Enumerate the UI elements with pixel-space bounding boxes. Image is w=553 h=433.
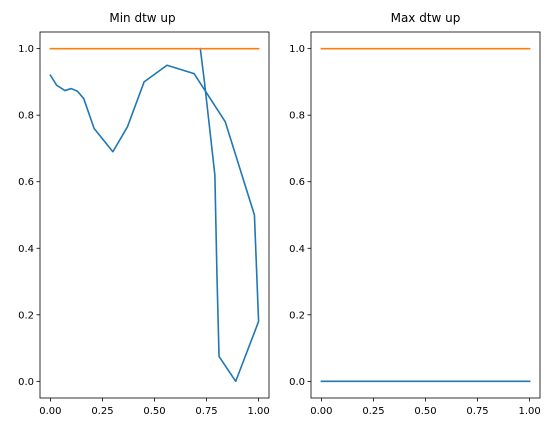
y-tick-label: 0.2: [18, 310, 34, 321]
chart-title: Min dtw up: [109, 11, 175, 25]
x-tick-label: 0.50: [143, 406, 165, 417]
plot-area: [320, 47, 531, 383]
x-tick-label: 0.25: [362, 406, 384, 417]
x-tick-label: 0.75: [466, 406, 488, 417]
y-axis: 0.0 0.2 0.4 0.6 0.8 1.0: [289, 44, 311, 388]
y-tick-label: 1.0: [18, 44, 34, 55]
y-tick-label: 0.6: [18, 177, 34, 188]
x-tick-label: 1.00: [518, 406, 540, 417]
y-tick-label: 0.2: [289, 310, 305, 321]
x-tick-label: 0.75: [195, 406, 217, 417]
y-tick-label: 0.8: [18, 111, 34, 122]
y-tick-label: 0.0: [289, 377, 305, 388]
x-tick-label: 0.00: [310, 406, 332, 417]
chart-title: Max dtw up: [391, 11, 461, 25]
y-tick-label: 0.8: [289, 111, 305, 122]
x-axis: 0.00 0.25 0.50 0.75 1.00: [310, 398, 541, 417]
x-tick-label: 0.50: [414, 406, 436, 417]
y-tick-label: 0.6: [289, 177, 305, 188]
y-tick-label: 0.0: [18, 377, 34, 388]
x-tick-label: 0.00: [39, 406, 61, 417]
x-axis: 0.00 0.25 0.50 0.75 1.00: [39, 398, 270, 417]
plot-area: [49, 47, 260, 383]
y-tick-label: 0.4: [18, 244, 34, 255]
x-tick-label: 0.25: [91, 406, 113, 417]
chart-max-dtw-up: Max dtw up 0.00 0.25 0.50 0.75 1.00 0.00.20.…: [289, 11, 541, 417]
x-tick-label: 1.00: [247, 406, 269, 417]
y-tick-label: 1.0: [289, 44, 305, 55]
y-axis: 0.0 0.2 0.4 0.6 0.8 1.0: [18, 44, 40, 388]
y-tick-label: 0.4: [289, 244, 305, 255]
chart-min-dtw-up: Min dtw up 0.00 0.25 0.50 0.75 1.00 0.00.20.…: [18, 11, 270, 417]
series-line-blue: [49, 47, 260, 383]
